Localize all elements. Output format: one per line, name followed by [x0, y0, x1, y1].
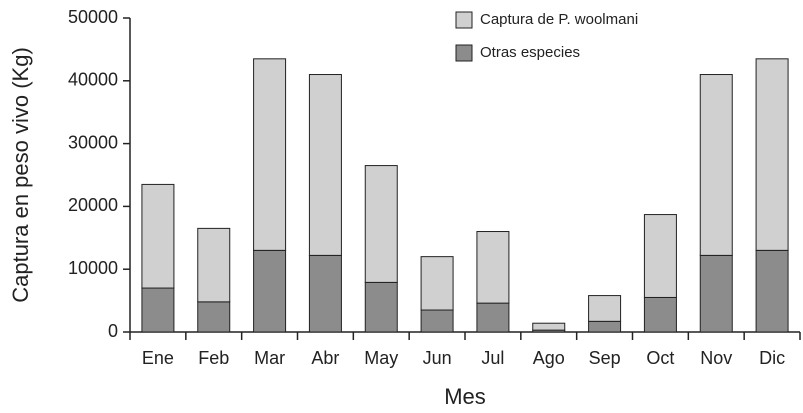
bar-segment	[308, 74, 342, 256]
bar-segment	[699, 74, 733, 256]
bar-segment	[755, 249, 789, 333]
x-tick-label: Abr	[311, 348, 339, 368]
x-tick-label: Ago	[533, 348, 565, 368]
bar-segment	[476, 231, 510, 304]
legend-swatch	[455, 11, 473, 29]
x-tick-label: Sep	[589, 348, 621, 368]
x-axis-label: Mes	[444, 384, 486, 409]
x-tick-label: Dic	[759, 348, 785, 368]
bar-segment	[253, 58, 287, 251]
bar-segment	[699, 254, 733, 333]
bar-segment	[643, 296, 677, 333]
x-tick-label: Mar	[254, 348, 285, 368]
y-tick-label: 10000	[68, 258, 118, 278]
x-tick-label: Jul	[481, 348, 504, 368]
x-tick-label: Nov	[700, 348, 732, 368]
bar-segment	[253, 249, 287, 333]
y-tick-label: 40000	[68, 70, 118, 90]
bar-segment	[588, 295, 622, 322]
bar-segment	[141, 183, 175, 289]
bar-segment	[197, 301, 231, 333]
x-tick-label: Jun	[423, 348, 452, 368]
x-tick-label: Oct	[646, 348, 674, 368]
bar-segment	[420, 309, 454, 333]
bar-segment	[420, 256, 454, 311]
bar-segment	[197, 227, 231, 303]
bar-segment	[308, 254, 342, 333]
y-tick-label: 50000	[68, 7, 118, 27]
legend-swatch	[455, 44, 473, 62]
legend-label: Captura de P. woolmani	[480, 11, 638, 28]
x-tick-label: Ene	[142, 348, 174, 368]
y-tick-label: 20000	[68, 195, 118, 215]
bar-segment	[476, 302, 510, 333]
bar-segment	[532, 322, 566, 331]
bar-segment	[364, 281, 398, 333]
x-tick-label: Feb	[198, 348, 229, 368]
bar-segment	[755, 58, 789, 251]
bar-segment	[643, 214, 677, 298]
y-axis-label: Captura en peso vivo (Kg)	[8, 47, 33, 303]
bar-segment	[141, 287, 175, 333]
y-tick-label: 30000	[68, 132, 118, 152]
y-tick-label: 0	[108, 321, 118, 341]
x-tick-label: May	[364, 348, 398, 368]
bar-segment	[364, 165, 398, 283]
legend-label: Otras especies	[480, 44, 580, 61]
bar-segment	[588, 320, 622, 333]
